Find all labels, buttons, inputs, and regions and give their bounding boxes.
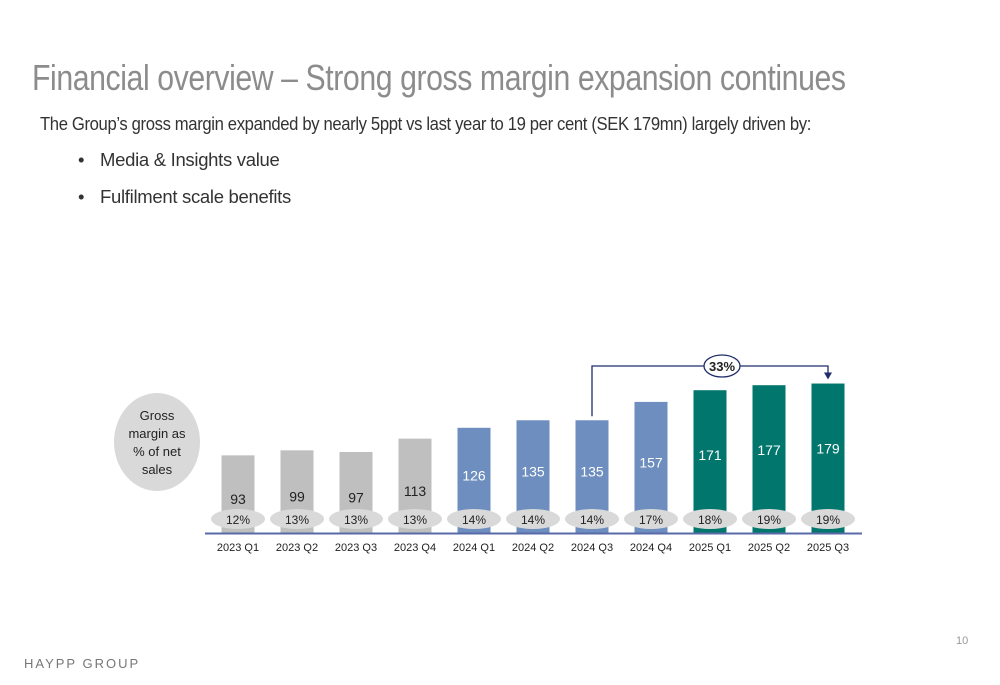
margin-label: 18% — [698, 513, 722, 527]
margin-label: 17% — [639, 513, 663, 527]
margin-pill — [624, 509, 678, 529]
margin-pill — [506, 509, 560, 529]
bar — [811, 383, 845, 533]
growth-badge — [703, 354, 741, 378]
margin-pill — [270, 509, 324, 529]
bar-value-label: 126 — [462, 467, 486, 483]
x-tick-label: 2024 Q1 — [453, 542, 495, 554]
margin-pill — [388, 509, 442, 529]
x-tick-label: 2023 Q2 — [276, 542, 318, 554]
x-tick-label: 2023 Q4 — [394, 542, 436, 554]
arrow-head-icon — [824, 372, 832, 380]
bar-value-label: 171 — [698, 447, 722, 463]
brand-logo: HAYPP GROUP — [24, 656, 141, 671]
x-tick-label: 2023 Q3 — [335, 542, 377, 554]
margin-pill — [447, 509, 501, 529]
bar-value-label: 93 — [230, 491, 246, 507]
margin-label: 13% — [403, 513, 427, 527]
bar-value-label: 135 — [580, 464, 604, 480]
bullet-item: • Media & Insights value — [78, 149, 280, 170]
margin-legend-text: margin as — [128, 426, 186, 441]
bar-value-label: 113 — [404, 483, 427, 499]
margin-pill — [211, 509, 265, 529]
margin-pill — [683, 509, 737, 529]
x-tick-label: 2025 Q2 — [748, 542, 790, 554]
x-tick-label: 2024 Q4 — [630, 542, 672, 554]
margin-label: 12% — [226, 513, 250, 527]
page-title: Financial overview – Strong gross margin… — [32, 57, 846, 98]
bar-value-label: 179 — [816, 441, 840, 457]
bar-value-label: 157 — [639, 454, 663, 470]
margin-legend-text: sales — [142, 462, 173, 477]
x-tick-label: 2025 Q3 — [807, 542, 849, 554]
margin-legend-bubble — [114, 393, 200, 491]
page-number: 10 — [956, 635, 969, 647]
margin-label: 13% — [344, 513, 368, 527]
x-tick-label: 2023 Q1 — [217, 542, 259, 554]
x-tick-label: 2024 Q2 — [512, 542, 554, 554]
bar — [752, 385, 786, 533]
bar-value-label: 177 — [757, 442, 781, 458]
bullet-item: • Fulfilment scale benefits — [78, 186, 291, 207]
margin-pill — [329, 509, 383, 529]
bullet-text: Fulfilment scale benefits — [100, 186, 291, 207]
x-tick-label: 2025 Q1 — [689, 542, 731, 554]
growth-badge-text: 33% — [709, 359, 735, 374]
subtitle: The Group’s gross margin expanded by nea… — [40, 113, 811, 134]
margin-label: 14% — [580, 513, 604, 527]
margin-pill — [801, 509, 855, 529]
bar-value-label: 97 — [348, 490, 364, 506]
margin-label: 19% — [757, 513, 781, 527]
margin-label: 14% — [462, 513, 486, 527]
margin-pill — [742, 509, 796, 529]
bar-value-label: 99 — [289, 489, 305, 505]
margin-legend-text: % of net — [133, 444, 181, 459]
margin-label: 13% — [285, 513, 309, 527]
margin-label: 19% — [816, 513, 840, 527]
bullet-text: Media & Insights value — [100, 149, 280, 170]
margin-pill — [565, 509, 619, 529]
margin-legend-text: Gross — [140, 408, 175, 423]
margin-label: 14% — [521, 513, 545, 527]
x-tick-label: 2024 Q3 — [571, 542, 613, 554]
bar-value-label: 135 — [521, 464, 545, 480]
